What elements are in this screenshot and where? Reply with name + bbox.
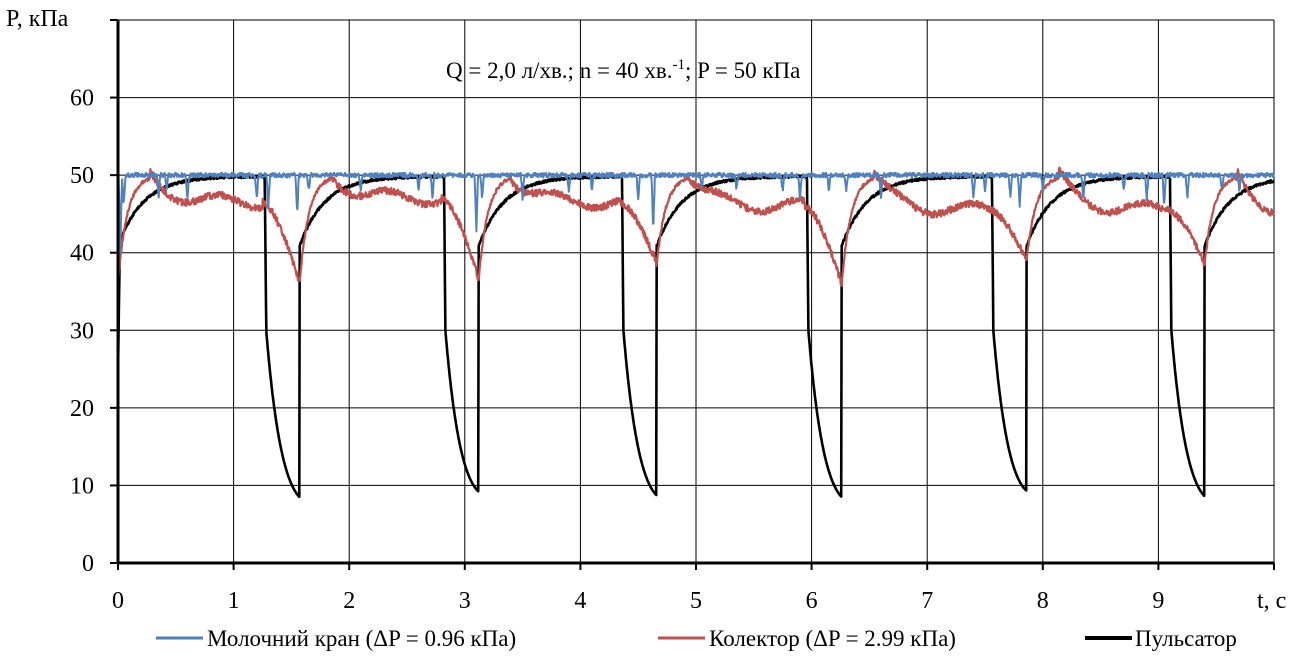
legend-item-milk-tap: Молочний кран (ΔP = 0.96 кПа) <box>156 626 516 651</box>
y-tick-label: 0 <box>82 551 94 577</box>
chart-grid <box>118 19 1275 563</box>
series-line-collector <box>116 166 1275 287</box>
y-tick-label: 40 <box>70 241 94 267</box>
legend-item-pulsator: Пульсатор <box>1085 626 1237 651</box>
chart-annotation: Q = 2,0 л/хв.; n = 40 хв.-1; P = 50 кПа <box>446 57 800 83</box>
series-layer <box>116 166 1275 499</box>
x-tick-label: 7 <box>921 588 933 614</box>
legend-label-collector: Колектор (ΔP = 2.99 кПа) <box>709 626 956 651</box>
x-tick-label: 5 <box>690 588 702 614</box>
legend-label-pulsator: Пульсатор <box>1135 626 1237 651</box>
chart-axes <box>110 19 1275 570</box>
y-tick-label: 20 <box>70 396 94 422</box>
y-tick-label: 50 <box>70 163 94 189</box>
x-tick-label: 9 <box>1152 588 1164 614</box>
x-tick-label: 6 <box>806 588 818 614</box>
y-axis-label: P, кПа <box>6 6 69 32</box>
series-line-milk-tap <box>117 171 1275 255</box>
y-tick-label: 30 <box>70 318 94 344</box>
x-tick-label: 3 <box>459 588 471 614</box>
legend: Молочний кран (ΔP = 0.96 кПа) Колектор (… <box>156 626 1237 651</box>
legend-item-collector: Колектор (ΔP = 2.99 кПа) <box>658 626 956 651</box>
x-tick-label: 0 <box>112 588 124 614</box>
y-tick-label: 60 <box>70 86 94 112</box>
x-tick-label: 1 <box>228 588 240 614</box>
x-tick-label: 2 <box>343 588 355 614</box>
y-tick-label: 10 <box>70 473 94 499</box>
legend-label-milk-tap: Молочний кран (ΔP = 0.96 кПа) <box>207 626 516 651</box>
x-tick-label: 4 <box>574 588 586 614</box>
x-axis-label: t, с <box>1257 588 1286 614</box>
x-tick-label: 8 <box>1037 588 1049 614</box>
tick-labels: 0 1 2 3 4 5 6 7 8 9 0 10 20 30 40 50 60 <box>70 86 1164 614</box>
